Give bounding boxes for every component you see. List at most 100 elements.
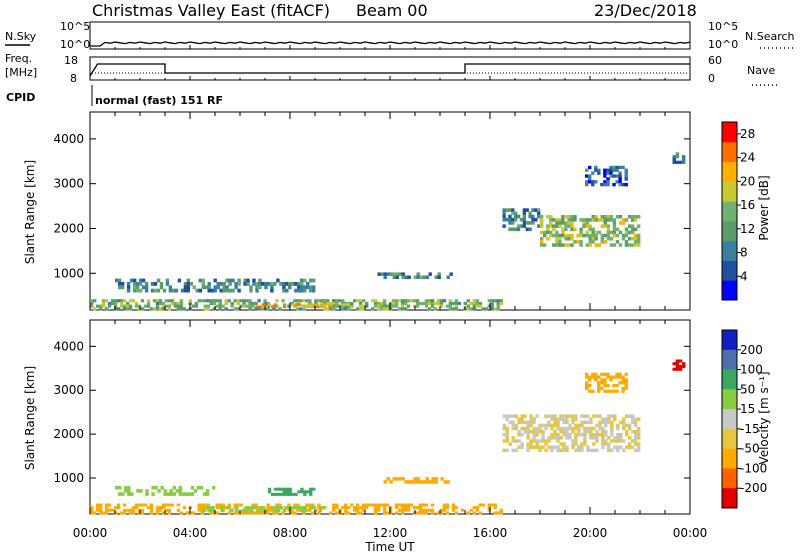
y-tick-label: 1000	[53, 266, 84, 280]
power-cell	[531, 214, 535, 219]
velocity-cell	[562, 420, 566, 425]
velocity-cell	[619, 439, 623, 443]
velocity-cell	[276, 506, 281, 510]
velocity-cell	[196, 485, 201, 490]
power-cell	[285, 288, 289, 293]
velocity-cell	[303, 509, 308, 513]
power-cell	[180, 288, 185, 293]
power-cell	[481, 307, 485, 311]
velocity-colorbar-tick-label: -50	[740, 442, 760, 456]
power-cell	[302, 299, 306, 303]
power-cell	[403, 299, 408, 303]
velocity-cell	[99, 503, 103, 507]
velocity-cell	[574, 426, 578, 431]
power-cell	[588, 218, 592, 222]
power-cell	[511, 217, 515, 222]
power-cell	[606, 168, 610, 172]
power-cell	[293, 299, 297, 303]
power-cell	[110, 301, 115, 305]
power-cell	[153, 288, 158, 293]
velocity-cell	[520, 420, 524, 425]
power-cell	[430, 304, 435, 308]
velocity-cell	[416, 480, 420, 484]
velocity-cell	[394, 503, 399, 507]
velocity-cell	[580, 420, 584, 425]
power-cell	[427, 307, 432, 311]
velocity-cell	[603, 384, 607, 388]
power-colorbar-tick-label: 4	[740, 269, 748, 283]
velocity-cell	[637, 436, 641, 440]
velocity-cell	[332, 508, 336, 512]
power-cell	[549, 230, 553, 235]
velocity-cell	[598, 423, 602, 428]
velocity-cell	[356, 508, 360, 512]
velocity-cell	[241, 509, 245, 513]
power-cell	[511, 221, 515, 225]
velocity-cell	[556, 436, 560, 440]
velocity-cell	[227, 503, 231, 507]
velocity-cell	[610, 429, 614, 434]
velocity-cell	[175, 489, 179, 493]
velocity-cell	[526, 442, 530, 446]
velocity-cell	[424, 511, 429, 515]
power-cell	[469, 307, 473, 311]
velocity-cell	[329, 511, 333, 515]
power-cell	[288, 282, 292, 286]
velocity-cell	[511, 420, 515, 425]
power-cell	[132, 285, 137, 290]
velocity-cell	[612, 384, 616, 388]
velocity-cell	[401, 477, 405, 481]
velocity-cell	[532, 420, 536, 425]
power-cell	[558, 224, 562, 228]
velocity-cell	[675, 367, 680, 371]
power-cell	[579, 218, 583, 222]
velocity-cell	[202, 492, 207, 496]
power-cell	[558, 233, 562, 238]
power-cell	[493, 299, 497, 303]
velocity-cell	[618, 372, 622, 376]
power-cell	[102, 301, 106, 305]
power-cell	[615, 240, 620, 244]
velocity-cell	[622, 439, 626, 443]
power-cell	[637, 237, 641, 241]
velocity-cell	[544, 439, 548, 443]
power-cell	[146, 301, 151, 305]
velocity-cell	[541, 436, 545, 440]
velocity-cell	[502, 423, 506, 428]
velocity-cell	[562, 429, 566, 434]
velocity-cell	[628, 436, 632, 440]
power-cell	[213, 285, 217, 290]
power-cell	[591, 227, 595, 232]
power-cell	[549, 221, 553, 225]
power-cell	[621, 218, 626, 222]
power-cell	[179, 304, 184, 308]
power-cell	[609, 174, 613, 178]
velocity-cell	[604, 439, 608, 443]
power-cell	[564, 233, 568, 238]
velocity-cell	[104, 503, 109, 507]
velocity-cell	[637, 429, 641, 434]
velocity-cell	[388, 511, 393, 515]
velocity-cell	[595, 433, 599, 437]
velocity-cell	[637, 445, 641, 449]
power-cell	[672, 157, 676, 162]
velocity-colorbar-segment	[722, 349, 737, 371]
power-cell	[379, 307, 384, 311]
velocity-cell	[130, 492, 134, 496]
velocity-cell	[155, 511, 160, 515]
power-cell	[207, 282, 211, 286]
velocity-cell	[526, 420, 530, 425]
power-cell	[561, 243, 565, 247]
power-cell	[203, 304, 207, 308]
velocity-cell	[377, 506, 381, 510]
power-cell	[451, 307, 456, 311]
power-cell	[404, 275, 408, 279]
velocity-cell	[172, 485, 176, 490]
power-cell	[678, 160, 683, 164]
velocity-cell	[155, 506, 160, 510]
power-cell	[567, 215, 571, 219]
velocity-cell	[251, 503, 255, 507]
velocity-cell	[550, 445, 554, 449]
power-cell	[215, 299, 219, 303]
power-colorbar-label: Power [dB]	[757, 175, 771, 240]
